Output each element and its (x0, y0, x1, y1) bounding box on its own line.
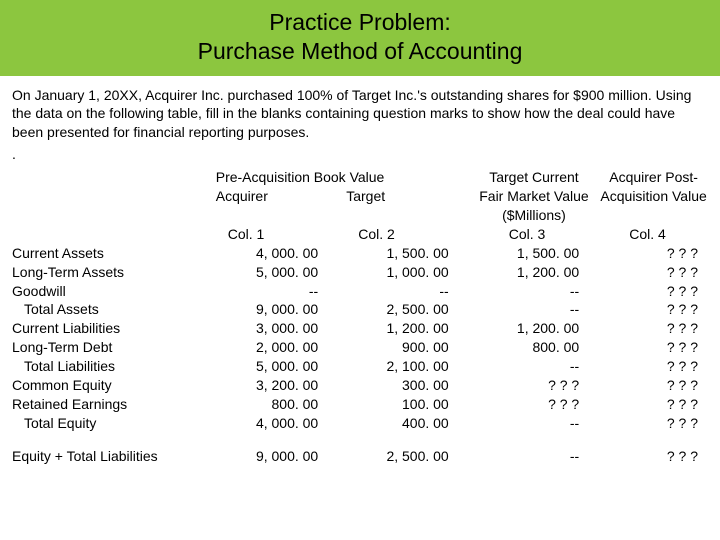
slide-title: Practice Problem: Purchase Method of Acc… (0, 8, 720, 66)
hdr-col3: Col. 3 (469, 225, 599, 244)
row-c2: 300. 00 (338, 376, 469, 395)
row-c4: ? ? ? (599, 414, 708, 433)
hdr-preacq: Pre-Acquisition Book Value (208, 168, 469, 187)
row-label: Total Assets (12, 300, 208, 319)
hdr-col1: Col. 1 (208, 225, 338, 244)
hdr-target: Target (338, 187, 469, 206)
row-c3: 800. 00 (469, 338, 599, 357)
row-c3: -- (469, 414, 599, 433)
row-c2: 1, 000. 00 (338, 263, 469, 282)
footer-label: Equity + Total Liabilities (12, 447, 208, 466)
table-row: Total Assets9, 000. 002, 500. 00--? ? ? (12, 300, 708, 319)
row-c4: ? ? ? (599, 376, 708, 395)
row-label: Current Assets (12, 244, 208, 263)
hdr-apost: Acquirer Post- (599, 168, 708, 187)
table-row: Current Liabilities3, 000. 001, 200. 001… (12, 319, 708, 338)
row-c1: 5, 000. 00 (208, 357, 338, 376)
header-row-2: Acquirer Target Fair Market Value Acquis… (12, 187, 708, 206)
footer-c1: 9, 000. 00 (208, 447, 338, 466)
hdr-col2: Col. 2 (338, 225, 469, 244)
row-c1: 4, 000. 00 (208, 244, 338, 263)
hdr-fmv: Fair Market Value (469, 187, 599, 206)
row-c1: 800. 00 (208, 395, 338, 414)
row-c3: -- (469, 357, 599, 376)
row-c2: 400. 00 (338, 414, 469, 433)
hdr-millions: ($Millions) (469, 206, 599, 225)
title-line1: Practice Problem: (269, 9, 451, 35)
row-label: Current Liabilities (12, 319, 208, 338)
row-c2: -- (338, 282, 469, 301)
row-label: Retained Earnings (12, 395, 208, 414)
row-c3: ? ? ? (469, 395, 599, 414)
table-row: Total Equity4, 000. 00400. 00--? ? ? (12, 414, 708, 433)
footer-c4: ? ? ? (599, 447, 708, 466)
row-c1: 3, 200. 00 (208, 376, 338, 395)
footer-row: Equity + Total Liabilities 9, 000. 00 2,… (12, 447, 708, 466)
table-row: Goodwill------? ? ? (12, 282, 708, 301)
header-row-3: ($Millions) (12, 206, 708, 225)
table-body: Current Assets4, 000. 001, 500. 001, 500… (12, 244, 708, 433)
slide-content: On January 1, 20XX, Acquirer Inc. purcha… (0, 76, 720, 466)
row-c3: -- (469, 300, 599, 319)
data-table: Pre-Acquisition Book Value Target Curren… (12, 168, 708, 465)
intro-paragraph: On January 1, 20XX, Acquirer Inc. purcha… (12, 86, 708, 143)
table-row: Current Assets4, 000. 001, 500. 001, 500… (12, 244, 708, 263)
row-c2: 2, 500. 00 (338, 300, 469, 319)
row-c3: -- (469, 282, 599, 301)
row-c4: ? ? ? (599, 282, 708, 301)
row-c1: 3, 000. 00 (208, 319, 338, 338)
hdr-col4: Col. 4 (599, 225, 708, 244)
row-c4: ? ? ? (599, 319, 708, 338)
row-c3: 1, 500. 00 (469, 244, 599, 263)
spacer-row (12, 433, 708, 447)
hdr-acquirer: Acquirer (208, 187, 338, 206)
footer-c2: 2, 500. 00 (338, 447, 469, 466)
row-c2: 1, 200. 00 (338, 319, 469, 338)
table-row: Common Equity3, 200. 00300. 00? ? ?? ? ? (12, 376, 708, 395)
footer-c3: -- (469, 447, 599, 466)
stray-dot: . (12, 146, 708, 162)
row-c1: -- (208, 282, 338, 301)
hdr-apv: Acquisition Value (599, 187, 708, 206)
row-c2: 100. 00 (338, 395, 469, 414)
row-label: Goodwill (12, 282, 208, 301)
row-c4: ? ? ? (599, 263, 708, 282)
row-c3: ? ? ? (469, 376, 599, 395)
row-label: Total Equity (12, 414, 208, 433)
row-c4: ? ? ? (599, 357, 708, 376)
row-c1: 9, 000. 00 (208, 300, 338, 319)
table-row: Total Liabilities5, 000. 002, 100. 00--?… (12, 357, 708, 376)
row-c4: ? ? ? (599, 338, 708, 357)
table-row: Long-Term Assets5, 000. 001, 000. 001, 2… (12, 263, 708, 282)
row-label: Common Equity (12, 376, 208, 395)
row-c1: 4, 000. 00 (208, 414, 338, 433)
row-label: Total Liabilities (12, 357, 208, 376)
row-c3: 1, 200. 00 (469, 319, 599, 338)
row-c2: 2, 100. 00 (338, 357, 469, 376)
row-c3: 1, 200. 00 (469, 263, 599, 282)
data-table-wrap: Pre-Acquisition Book Value Target Curren… (12, 168, 708, 465)
header-row-cols: Col. 1 Col. 2 Col. 3 Col. 4 (12, 225, 708, 244)
table-row: Retained Earnings800. 00100. 00? ? ?? ? … (12, 395, 708, 414)
slide-header: Practice Problem: Purchase Method of Acc… (0, 0, 720, 76)
row-label: Long-Term Assets (12, 263, 208, 282)
row-c4: ? ? ? (599, 395, 708, 414)
hdr-tcurrent: Target Current (469, 168, 599, 187)
row-c1: 2, 000. 00 (208, 338, 338, 357)
header-row-1: Pre-Acquisition Book Value Target Curren… (12, 168, 708, 187)
row-c4: ? ? ? (599, 244, 708, 263)
row-c2: 900. 00 (338, 338, 469, 357)
title-line2: Purchase Method of Accounting (198, 38, 523, 64)
row-label: Long-Term Debt (12, 338, 208, 357)
table-row: Long-Term Debt2, 000. 00900. 00800. 00? … (12, 338, 708, 357)
row-c4: ? ? ? (599, 300, 708, 319)
row-c2: 1, 500. 00 (338, 244, 469, 263)
row-c1: 5, 000. 00 (208, 263, 338, 282)
